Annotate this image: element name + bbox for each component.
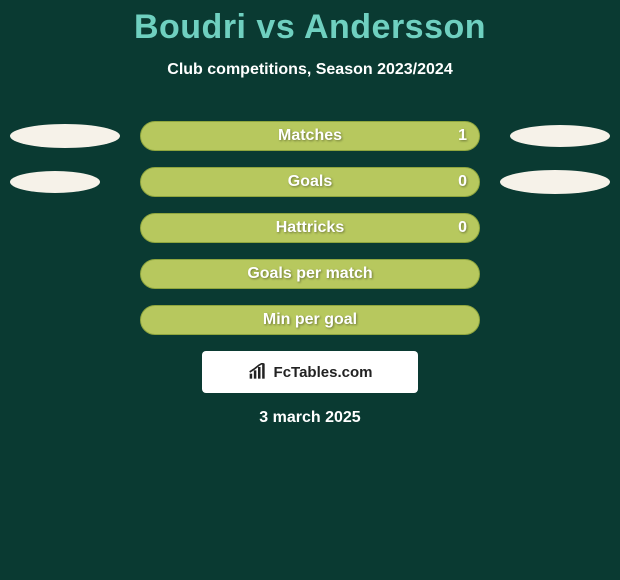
left-bubble	[10, 171, 100, 193]
page-title: Boudri vs Andersson	[0, 0, 620, 47]
stat-row-goals-per-match: Goals per match	[0, 259, 620, 289]
left-bubble	[10, 124, 120, 148]
right-bubble	[510, 125, 610, 147]
stat-row-min-per-goal: Min per goal	[0, 305, 620, 335]
stat-value: 0	[458, 173, 467, 191]
stat-label: Hattricks	[276, 219, 344, 237]
stat-label: Goals per match	[247, 265, 372, 283]
stat-value: 1	[458, 127, 467, 145]
stat-label: Goals	[288, 173, 332, 191]
comparison-infographic: Boudri vs Andersson Club competitions, S…	[0, 0, 620, 580]
stat-bar: Goals per match	[140, 259, 480, 289]
stat-bar: Goals 0	[140, 167, 480, 197]
stat-value: 0	[458, 219, 467, 237]
stats-panel: Matches 1 Goals 0 Hattricks 0 Goals	[0, 121, 620, 335]
bar-chart-icon	[248, 363, 268, 381]
stat-row-hattricks: Hattricks 0	[0, 213, 620, 243]
stat-bar: Hattricks 0	[140, 213, 480, 243]
subtitle: Club competitions, Season 2023/2024	[0, 61, 620, 79]
stat-bar: Min per goal	[140, 305, 480, 335]
right-bubble	[500, 170, 610, 194]
stat-bar: Matches 1	[140, 121, 480, 151]
attribution-badge: FcTables.com	[202, 351, 418, 393]
attribution-text: FcTables.com	[274, 364, 373, 381]
stat-label: Matches	[278, 127, 342, 145]
stat-row-goals: Goals 0	[0, 167, 620, 197]
date-label: 3 march 2025	[0, 409, 620, 427]
stat-label: Min per goal	[263, 311, 357, 329]
stat-row-matches: Matches 1	[0, 121, 620, 151]
